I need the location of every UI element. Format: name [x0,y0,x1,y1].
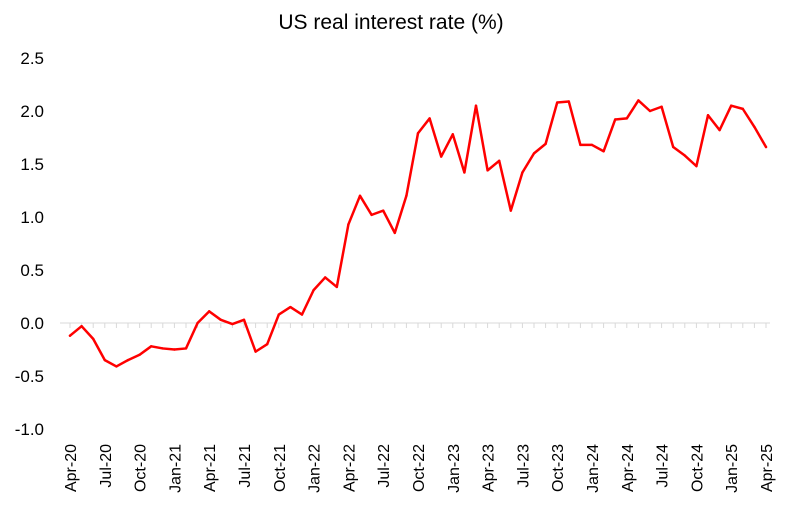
x-tick-label: Jul-21 [237,444,254,488]
data-point [474,104,478,107]
y-tick-label: 0.5 [20,261,44,280]
data-point [532,152,536,155]
data-point [382,209,385,212]
x-tick-label: Apr-21 [202,444,219,492]
x-tick-label: Apr-24 [620,444,637,492]
x-tick-label: Apr-25 [759,444,776,492]
data-point [509,209,512,212]
data-point [266,343,269,346]
chart-title: US real interest rate (%) [278,11,503,34]
data-point [324,276,327,279]
x-tick-label: Jan-23 [446,444,463,493]
data-point [672,145,675,149]
data-point [463,171,466,174]
x-tick-label: Jul-20 [98,444,115,488]
data-point [126,358,130,362]
x-tick-label: Jan-22 [307,444,324,493]
data-point [300,313,304,316]
data-point [590,143,594,147]
data-point [393,231,396,235]
data-point [625,117,628,120]
x-tick-label: Oct-22 [411,444,428,492]
data-point [741,107,744,111]
y-tick-label: 2.0 [20,102,44,121]
data-point [416,132,420,135]
data-point [405,194,408,197]
data-point [521,171,524,174]
data-point [637,99,640,102]
y-tick-label: 1.0 [20,208,44,227]
data-point [138,353,141,356]
data-point [614,118,617,121]
data-point [92,337,95,341]
data-point [764,145,768,149]
data-point [556,101,559,104]
data-point [312,288,315,292]
data-point [231,322,234,326]
data-point [277,313,280,316]
x-tick-label: Jan-25 [724,444,741,493]
x-tick-label: Oct-21 [272,444,289,492]
x-tick-label: Oct-20 [133,444,150,492]
data-point [648,109,652,113]
data-point [567,100,570,103]
x-tick-label: Oct-23 [550,444,567,492]
y-tick-label: 1.5 [20,155,44,174]
data-point [451,133,454,136]
data-point [730,104,733,107]
data-point [695,164,698,168]
x-tick-label: Oct-24 [689,444,706,492]
data-point [68,334,72,337]
data-point [208,310,211,313]
data-point [219,318,222,322]
data-point [440,155,443,158]
y-tick-label: -0.5 [15,367,44,386]
data-point [683,154,686,157]
data-point [428,117,431,120]
x-axis: Apr-20 Jul-20 Oct-20 Jan-21 Apr-21 Jul-21 Oct-… [63,323,776,493]
y-tick-label: -1.0 [15,420,44,439]
data-point [602,150,605,153]
x-tick-label: Apr-20 [63,444,80,492]
data-point [347,223,350,226]
x-tick-label: Jan-24 [585,444,602,493]
x-tick-label: Jul-23 [515,444,532,488]
data-point [486,169,489,172]
data-point [718,128,721,132]
data-point [498,159,501,163]
data-point [173,348,176,351]
data-point [335,285,338,289]
x-tick-label: Jul-22 [376,444,393,488]
x-tick-label: Apr-22 [341,444,358,492]
data-point [753,125,756,129]
data-point [544,142,547,146]
data-point [242,318,246,322]
data-point [370,213,373,217]
data-point [80,324,83,328]
data-point [289,305,292,309]
plot-area [68,99,768,368]
data-point [184,347,188,350]
data-point [103,358,107,362]
data-point [254,350,257,353]
x-tick-label: Jan-21 [167,444,184,493]
x-tick-label: Jul-24 [655,444,672,488]
data-point [115,365,118,368]
data-point [196,321,199,325]
data-point [706,114,710,117]
y-axis: 2.5 2.0 1.5 1.0 0.5 0.0 -0.5 -1.0 [15,49,44,439]
x-tick-label: Apr-23 [481,444,498,492]
y-tick-label: 0.0 [20,314,44,333]
data-point [161,347,164,350]
data-point [579,143,582,147]
y-tick-label: 2.5 [20,49,44,68]
data-point [660,105,663,108]
data-point [150,345,153,348]
data-point [358,194,362,197]
